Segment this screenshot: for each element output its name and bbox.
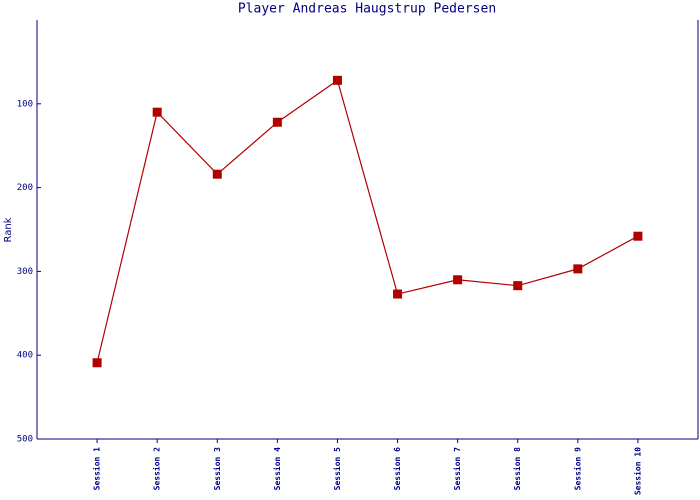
y-tick-label: 100 [17, 99, 33, 109]
data-point [393, 289, 403, 299]
x-tick-label: Session 7 [452, 447, 462, 491]
x-tick-label: Session 1 [92, 447, 102, 491]
x-tick-label: Session 8 [512, 447, 522, 491]
data-point [573, 264, 583, 274]
y-tick-label: 300 [17, 267, 33, 277]
data-point [453, 275, 463, 285]
data-point [152, 107, 162, 117]
y-tick-label: 400 [17, 351, 33, 361]
data-point [272, 117, 282, 127]
x-tick-label: Session 3 [212, 447, 222, 491]
data-point [332, 75, 342, 85]
y-tick-label: 500 [17, 435, 33, 445]
chart-title: Player Andreas Haugstrup Pedersen [238, 2, 496, 17]
data-point [212, 169, 222, 179]
x-tick-label: Session 10 [632, 447, 642, 495]
data-point [513, 281, 523, 291]
x-tick-label: Session 4 [272, 447, 282, 491]
y-tick-label: 200 [17, 183, 33, 193]
x-tick-label: Session 5 [332, 447, 342, 491]
data-line [96, 79, 639, 363]
x-tick-label: Session 6 [392, 447, 402, 491]
y-axis-label: Rank [3, 217, 14, 242]
x-tick-label: Session 9 [572, 447, 582, 491]
data-point [92, 358, 102, 368]
x-tick-label: Session 2 [152, 447, 162, 491]
data-point [633, 231, 643, 241]
